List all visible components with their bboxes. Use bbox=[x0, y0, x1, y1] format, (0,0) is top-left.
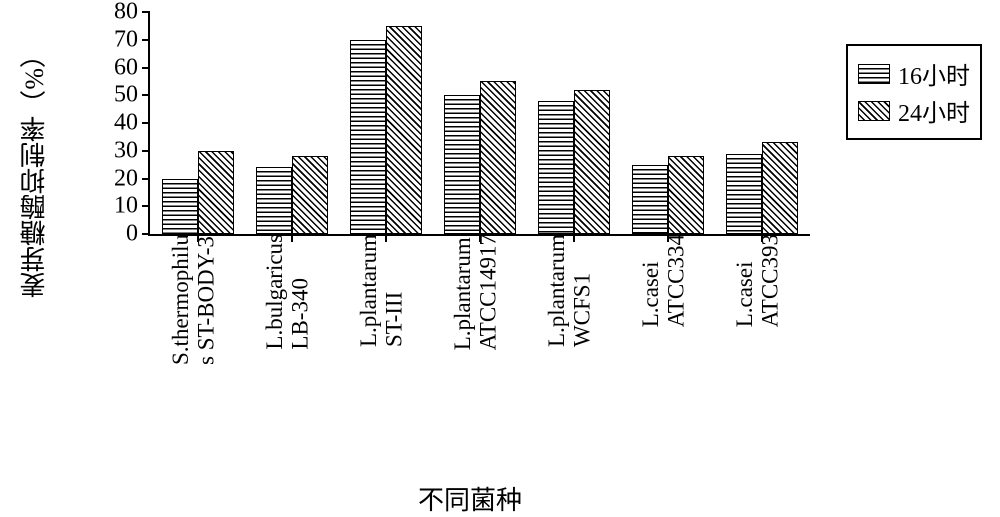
bar-16h bbox=[162, 179, 198, 235]
ytick-label: 60 bbox=[114, 54, 150, 81]
legend-label-24h: 24小时 bbox=[898, 93, 970, 128]
bar-16h bbox=[350, 40, 386, 234]
bar-16h bbox=[256, 167, 292, 234]
bar-16h bbox=[632, 165, 668, 234]
ytick-label: 80 bbox=[114, 0, 150, 26]
ytick-label: 20 bbox=[114, 165, 150, 192]
bar-24h bbox=[574, 90, 610, 234]
legend-item-16h: 16小时 bbox=[858, 56, 970, 91]
xtick-label: L.casei ATCC393 bbox=[732, 234, 783, 333]
ytick-label: 30 bbox=[114, 137, 150, 164]
ytick-label: 50 bbox=[114, 82, 150, 109]
bar-16h bbox=[444, 95, 480, 234]
bar-24h bbox=[292, 156, 328, 234]
bar-24h bbox=[668, 156, 704, 234]
bar-24h bbox=[386, 26, 422, 234]
chart-container: 麦芽糖酶抑制率（%） 01020304050607080S.thermophil… bbox=[0, 0, 1000, 517]
bar-24h bbox=[480, 81, 516, 234]
bar-24h bbox=[198, 151, 234, 234]
bar-16h bbox=[726, 154, 762, 234]
bar-16h bbox=[538, 101, 574, 234]
xtick-label: L.bulgaricus LB-340 bbox=[262, 234, 313, 356]
xtick-label: S.thermophilu s ST-BODY-3 bbox=[168, 234, 219, 371]
ytick-label: 0 bbox=[126, 221, 150, 248]
xtick-label: L.plantarum ST-III bbox=[356, 234, 407, 353]
legend-swatch-24h bbox=[858, 101, 890, 121]
xtick-label: L.plantarum ATCC14917 bbox=[450, 234, 501, 356]
legend-label-16h: 16小时 bbox=[898, 56, 970, 91]
ytick-label: 70 bbox=[114, 26, 150, 53]
plot-area: 01020304050607080S.thermophilu s ST-BODY… bbox=[148, 12, 810, 236]
legend-item-24h: 24小时 bbox=[858, 93, 970, 128]
legend-swatch-16h bbox=[858, 64, 890, 84]
legend: 16小时 24小时 bbox=[846, 44, 982, 140]
x-axis-title: 不同菌种 bbox=[418, 480, 522, 517]
ytick-label: 40 bbox=[114, 110, 150, 137]
xtick-label: L.casei ATCC334 bbox=[638, 234, 689, 333]
xtick-label: L.plantarum WCFS1 bbox=[544, 234, 595, 353]
bar-24h bbox=[762, 142, 798, 234]
y-axis-title: 麦芽糖酶抑制率（%） bbox=[16, 42, 53, 298]
ytick-label: 10 bbox=[114, 193, 150, 220]
